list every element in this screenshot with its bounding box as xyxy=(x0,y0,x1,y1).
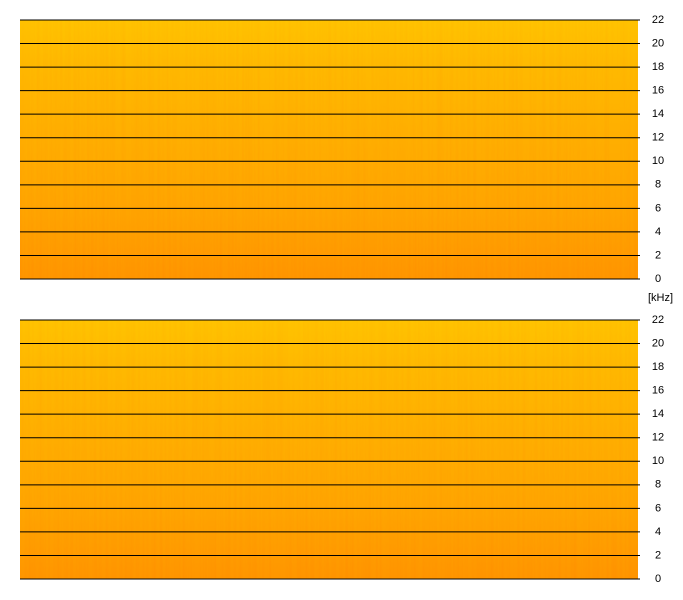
y-tick-label: 0 xyxy=(655,573,661,585)
y-tick-label: 6 xyxy=(655,202,661,214)
y-tick-label: 12 xyxy=(652,132,664,144)
y-tick-label: 22 xyxy=(652,14,664,26)
y-tick-label: 18 xyxy=(652,61,664,73)
spectrogram-texture xyxy=(20,20,638,279)
y-tick-label: 6 xyxy=(655,502,661,514)
y-tick-label: 14 xyxy=(652,408,664,420)
y-tick-label: 10 xyxy=(652,455,664,467)
y-tick-label: 20 xyxy=(652,37,664,49)
y-tick-label: 20 xyxy=(652,337,664,349)
y-tick-label: 16 xyxy=(652,85,664,97)
y-tick-label: 4 xyxy=(655,526,661,538)
y-tick-label: 12 xyxy=(652,432,664,444)
y-tick-label: 10 xyxy=(652,155,664,167)
y-tick-label: 18 xyxy=(652,361,664,373)
spectrogram-texture xyxy=(20,320,638,579)
y-tick-label: 2 xyxy=(655,249,661,261)
y-tick-label: 2 xyxy=(655,549,661,561)
unit-label: [kHz] xyxy=(648,292,673,304)
y-tick-label: 8 xyxy=(655,179,661,191)
y-tick-label: 22 xyxy=(652,314,664,326)
y-tick-label: 16 xyxy=(652,385,664,397)
y-tick-label: 4 xyxy=(655,226,661,238)
y-tick-label: 14 xyxy=(652,108,664,120)
y-tick-label: 8 xyxy=(655,479,661,491)
y-tick-label: 0 xyxy=(655,273,661,285)
